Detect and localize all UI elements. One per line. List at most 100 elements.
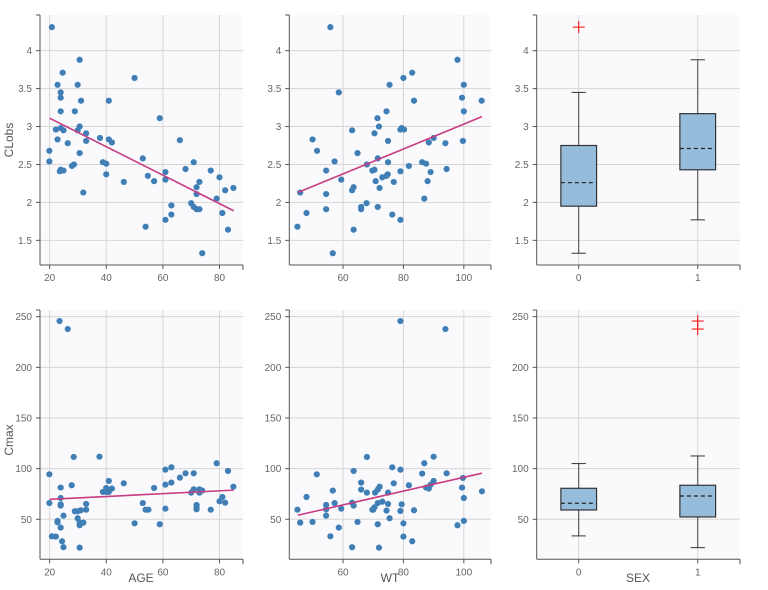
data-point bbox=[54, 136, 61, 143]
y-tick-label: 250 bbox=[265, 312, 282, 323]
data-point bbox=[376, 483, 383, 490]
data-point bbox=[400, 74, 407, 82]
data-point bbox=[76, 56, 83, 63]
data-point bbox=[150, 484, 158, 492]
data-point bbox=[409, 69, 416, 76]
y-tick-label: 4 bbox=[276, 46, 282, 57]
y-tick-label: 1.5 bbox=[515, 236, 529, 247]
data-point bbox=[323, 501, 330, 509]
data-point bbox=[371, 130, 378, 137]
data-point bbox=[389, 211, 396, 218]
y-tick-label: 1.5 bbox=[18, 236, 32, 247]
y-tick-label: 1.5 bbox=[267, 236, 281, 247]
data-point bbox=[349, 544, 356, 551]
data-point bbox=[297, 519, 304, 526]
data-point bbox=[372, 178, 379, 185]
y-tick-label: 100 bbox=[512, 464, 529, 475]
data-point bbox=[144, 172, 151, 179]
panel-4: 20 40 60 80 50 100 150 200 250 bbox=[15, 309, 244, 578]
data-point bbox=[294, 506, 301, 513]
data-point bbox=[58, 538, 66, 545]
data-point bbox=[454, 522, 461, 529]
data-point bbox=[363, 489, 371, 496]
data-point bbox=[425, 139, 432, 146]
data-point bbox=[478, 97, 485, 104]
data-point bbox=[323, 167, 330, 174]
data-point bbox=[213, 460, 220, 467]
trend-line bbox=[49, 117, 235, 212]
x-tick-label: 100 bbox=[455, 567, 472, 578]
x-tick-label: 60 bbox=[157, 567, 169, 578]
data-point bbox=[207, 506, 214, 513]
data-point bbox=[397, 168, 404, 175]
y-axis-label-cmax: Cmax bbox=[2, 424, 16, 455]
data-point bbox=[60, 512, 67, 519]
data-point bbox=[176, 137, 183, 144]
data-point bbox=[162, 466, 169, 473]
data-point bbox=[386, 515, 393, 522]
data-point bbox=[68, 482, 75, 489]
data-point bbox=[430, 453, 437, 460]
data-point bbox=[443, 165, 450, 173]
data-point bbox=[105, 97, 112, 104]
data-point bbox=[222, 187, 229, 194]
data-point bbox=[294, 223, 301, 230]
data-point bbox=[350, 226, 357, 233]
y-tick-label: 2.5 bbox=[18, 160, 32, 171]
data-point bbox=[309, 518, 316, 526]
data-point bbox=[103, 160, 110, 167]
data-point bbox=[460, 81, 467, 88]
data-point bbox=[131, 520, 138, 527]
data-point bbox=[168, 211, 175, 218]
data-point bbox=[323, 190, 330, 198]
data-point bbox=[386, 81, 393, 88]
y-tick-label: 3.5 bbox=[18, 84, 32, 95]
x-axis-label-sex: SEX bbox=[626, 571, 650, 585]
data-point bbox=[156, 115, 163, 122]
data-point bbox=[59, 69, 66, 76]
data-point bbox=[76, 522, 83, 529]
data-point bbox=[350, 184, 357, 191]
data-point bbox=[421, 460, 428, 467]
panel-5: 60 80 100 50 100 150 200 250 bbox=[265, 309, 492, 578]
data-point bbox=[46, 158, 53, 165]
data-point bbox=[224, 467, 232, 475]
data-point bbox=[199, 487, 206, 494]
x-tick-label: 60 bbox=[337, 567, 349, 578]
y-tick-label: 2 bbox=[276, 198, 282, 209]
y-axis-label-clobs: CLobs bbox=[2, 123, 16, 158]
y-tick-label: 100 bbox=[265, 464, 282, 475]
y-tick-label: 4 bbox=[523, 46, 529, 57]
y-tick-label: 200 bbox=[15, 363, 32, 374]
data-point bbox=[77, 97, 85, 104]
y-tick-label: 2 bbox=[26, 198, 32, 209]
panel-1: 20 40 60 80 1.5 2 2.5 3 3.5 4 bbox=[18, 14, 244, 284]
box-iqr bbox=[560, 144, 598, 207]
y-tick-label: 50 bbox=[270, 515, 282, 526]
data-point bbox=[371, 489, 379, 496]
data-point bbox=[193, 506, 200, 513]
data-point bbox=[303, 209, 310, 217]
data-point bbox=[83, 137, 90, 145]
data-point bbox=[168, 479, 175, 486]
data-point bbox=[460, 108, 467, 115]
data-point bbox=[374, 115, 381, 122]
data-point bbox=[363, 200, 370, 207]
x-tick-label: 40 bbox=[101, 273, 113, 284]
data-point bbox=[409, 538, 416, 545]
data-point bbox=[398, 501, 405, 508]
data-point bbox=[427, 168, 434, 176]
data-point bbox=[458, 94, 466, 101]
data-point bbox=[57, 94, 64, 101]
data-point bbox=[207, 167, 214, 174]
x-tick-label: 1 bbox=[695, 273, 701, 284]
data-point bbox=[120, 480, 127, 487]
data-point bbox=[216, 174, 223, 181]
data-point bbox=[219, 493, 226, 501]
data-point bbox=[335, 89, 342, 96]
y-tick-label: 150 bbox=[15, 413, 32, 424]
y-tick-label: 250 bbox=[15, 312, 32, 323]
y-tick-label: 200 bbox=[512, 363, 529, 374]
